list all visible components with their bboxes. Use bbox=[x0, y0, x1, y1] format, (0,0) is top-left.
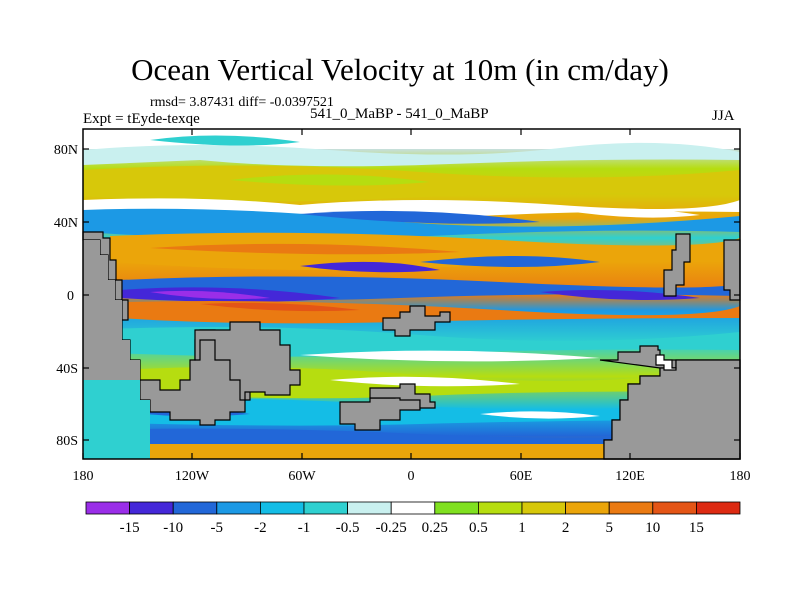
colorbar-swatch bbox=[216, 501, 261, 515]
colorbar-swatch bbox=[303, 501, 348, 515]
colorbar-label: -0.5 bbox=[336, 520, 360, 536]
colorbar-label: 5 bbox=[605, 520, 613, 536]
colorbar: -15 -10 -5 -2 -1 -0.5 -0.25 0.25 0.5 1 2 5 10 15 bbox=[85, 501, 741, 536]
colorbar-label: 0.5 bbox=[469, 520, 488, 536]
colorbar-label: -0.25 bbox=[376, 520, 407, 536]
lon-label-60e: 60E bbox=[510, 469, 533, 484]
lat-label-40s: 40S bbox=[56, 362, 78, 377]
colorbar-label: 1 bbox=[518, 520, 526, 536]
colorbar-swatch bbox=[565, 501, 610, 515]
colorbar-swatch bbox=[521, 501, 566, 515]
land-masses bbox=[82, 231, 741, 460]
lon-label-60w: 60W bbox=[288, 469, 316, 484]
lat-label-80n: 80N bbox=[54, 143, 78, 158]
colorbar-swatch bbox=[259, 501, 305, 515]
colorbar-swatch bbox=[477, 501, 523, 515]
lon-label-120w: 120W bbox=[175, 469, 210, 484]
colorbar-swatch bbox=[652, 501, 697, 515]
colorbar-swatch bbox=[434, 501, 479, 515]
stats-line: rmsd= 3.87431 diff= -0.0397521 bbox=[150, 95, 334, 110]
colorbar-swatch bbox=[172, 501, 218, 515]
colorbar-label: -5 bbox=[211, 520, 224, 536]
colorbar-swatch bbox=[390, 501, 436, 515]
experiment-label: Expt = tEyde-texqe bbox=[83, 111, 200, 127]
colorbar-label: -1 bbox=[298, 520, 311, 536]
season-label: JJA bbox=[712, 108, 735, 124]
colorbar-label: -2 bbox=[254, 520, 267, 536]
colorbar-swatch bbox=[347, 501, 392, 515]
colorbar-label: -15 bbox=[120, 520, 140, 536]
lon-label-180e: 180 bbox=[730, 469, 751, 484]
plot-title: Ocean Vertical Velocity at 10m (in cm/da… bbox=[131, 52, 669, 87]
colorbar-label: -10 bbox=[163, 520, 183, 536]
lat-label-80s: 80S bbox=[56, 434, 78, 449]
lon-label-180w: 180 bbox=[73, 469, 94, 484]
colorbar-swatch bbox=[129, 501, 174, 515]
lat-label-0: 0 bbox=[67, 289, 74, 304]
colorbar-label: 10 bbox=[645, 520, 660, 536]
lat-label-40n: 40N bbox=[54, 216, 78, 231]
colorbar-swatch bbox=[696, 501, 741, 515]
lat-ticks bbox=[83, 148, 740, 441]
colorbar-swatch bbox=[608, 501, 654, 515]
center-label: 541_0_MaBP - 541_0_MaBP bbox=[310, 106, 489, 122]
colorbar-label: 2 bbox=[562, 520, 570, 536]
colorbar-label: 0.25 bbox=[422, 520, 448, 536]
lon-label-0: 0 bbox=[408, 469, 415, 484]
colorbar-swatch bbox=[85, 501, 130, 515]
lon-label-120e: 120E bbox=[615, 469, 645, 484]
lon-ticks bbox=[82, 129, 741, 459]
colorbar-label: 15 bbox=[689, 520, 704, 536]
